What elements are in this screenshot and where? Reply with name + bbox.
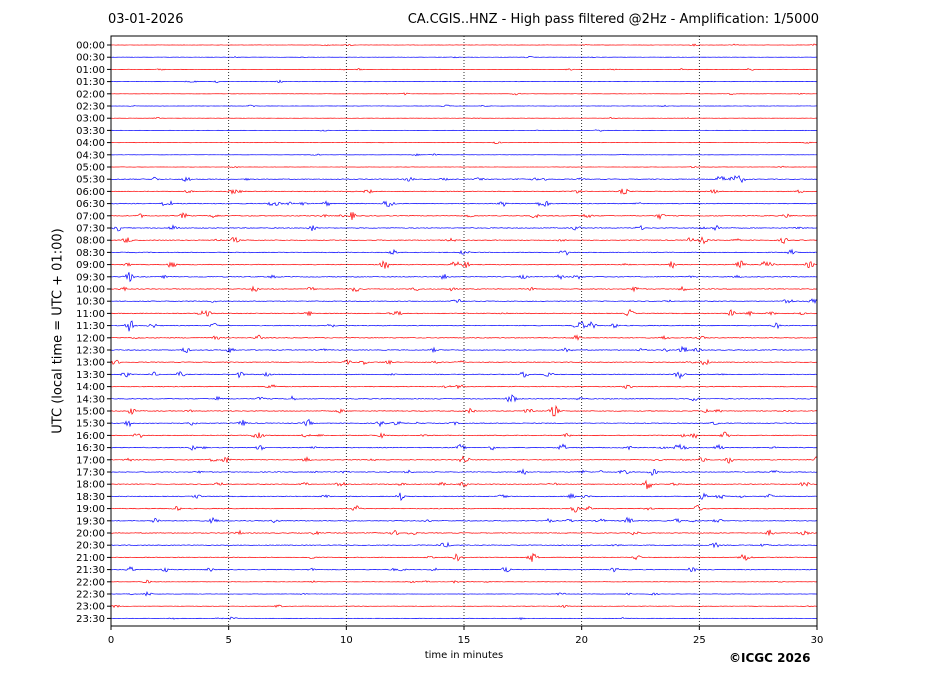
y-tick-label-4: 02:00 <box>76 89 105 100</box>
x-tick-label-10: 10 <box>340 635 353 646</box>
x-axis-ticks: 0 5 10 15 20 25 30 <box>108 626 824 646</box>
y-tick-label-1: 00:30 <box>76 53 105 64</box>
trace-1000 <box>110 285 818 293</box>
trace-2130 <box>110 566 818 573</box>
trace-0300 <box>110 116 818 119</box>
y-tick-label-39: 19:30 <box>76 516 105 527</box>
trace-1330 <box>110 371 818 380</box>
trace-1700 <box>110 455 818 464</box>
y-tick-label-40: 20:00 <box>76 529 105 540</box>
y-tick-label-19: 09:30 <box>76 272 105 283</box>
y-tick-label-27: 13:30 <box>76 370 105 381</box>
trace-0430 <box>110 153 818 157</box>
y-tick-label-16: 08:00 <box>76 236 105 247</box>
x-tick-label-0: 0 <box>108 635 114 646</box>
plot-title: CA.CGIS..HNZ - High pass filtered @2Hz -… <box>407 12 819 27</box>
y-tick-label-29: 14:30 <box>76 394 105 405</box>
y-tick-label-25: 12:30 <box>76 346 105 357</box>
y-tick-label-22: 11:00 <box>76 309 105 320</box>
y-tick-label-36: 18:00 <box>76 480 105 491</box>
y-tick-label-46: 23:00 <box>76 602 105 613</box>
y-tick-label-11: 05:30 <box>76 175 105 186</box>
trace-0500 <box>110 165 818 169</box>
trace-1930 <box>110 516 818 524</box>
y-tick-label-43: 21:30 <box>76 565 105 576</box>
x-axis-label: time in minutes <box>424 650 504 661</box>
y-tick-label-26: 13:00 <box>76 358 105 369</box>
trace-0530 <box>110 175 818 184</box>
y-tick-label-5: 02:30 <box>76 102 105 113</box>
trace-1300 <box>110 358 818 366</box>
y-tick-label-12: 06:00 <box>76 187 105 198</box>
y-tick-label-24: 12:00 <box>76 333 105 344</box>
trace-0330 <box>110 129 818 132</box>
y-tick-label-42: 21:00 <box>76 553 105 564</box>
y-tick-label-33: 16:30 <box>76 443 105 454</box>
trace-1900 <box>110 504 818 513</box>
x-tick-label-20: 20 <box>575 635 588 646</box>
y-tick-label-41: 20:30 <box>76 541 105 552</box>
trace-2000 <box>110 529 818 536</box>
y-tick-label-47: 23:30 <box>76 614 105 625</box>
y-tick-label-28: 14:00 <box>76 382 105 393</box>
y-tick-label-14: 07:00 <box>76 211 105 222</box>
y-tick-label-13: 06:30 <box>76 199 105 210</box>
trace-2030 <box>110 541 818 549</box>
trace-1030 <box>110 298 818 305</box>
trace-0800 <box>110 236 818 245</box>
trace-1200 <box>110 334 818 341</box>
x-tick-label-15: 15 <box>458 635 471 646</box>
y-tick-label-32: 16:00 <box>76 431 105 442</box>
y-tick-label-34: 17:00 <box>76 455 105 466</box>
y-tick-label-21: 10:30 <box>76 297 105 308</box>
y-tick-label-6: 03:00 <box>76 114 105 125</box>
x-tick-label-25: 25 <box>693 635 706 646</box>
x-tick-label-30: 30 <box>811 635 824 646</box>
trace-1430 <box>110 394 818 403</box>
x-tick-label-5: 5 <box>225 635 231 646</box>
trace-1830 <box>110 492 818 502</box>
trace-0630 <box>110 200 818 208</box>
trace-1800 <box>110 479 818 490</box>
plot-date: 03-01-2026 <box>108 12 184 27</box>
y-tick-label-3: 01:30 <box>76 77 105 88</box>
trace-2200 <box>110 579 818 584</box>
trace-1100 <box>110 308 818 317</box>
trace-1130 <box>110 320 818 332</box>
trace-group <box>110 43 818 621</box>
y-tick-label-17: 08:30 <box>76 248 105 259</box>
y-tick-label-38: 19:00 <box>76 504 105 515</box>
trace-2100 <box>110 552 818 562</box>
trace-2230 <box>110 591 818 597</box>
grid-lines <box>228 36 700 626</box>
y-tick-label-2: 01:00 <box>76 65 105 76</box>
y-tick-label-0: 00:00 <box>76 41 105 52</box>
y-tick-label-31: 15:30 <box>76 419 105 430</box>
y-tick-label-35: 17:30 <box>76 468 105 479</box>
y-tick-label-7: 03:30 <box>76 126 105 137</box>
trace-1400 <box>110 384 818 390</box>
y-tick-label-9: 04:30 <box>76 150 105 161</box>
trace-0400 <box>110 141 818 144</box>
trace-0700 <box>110 212 818 220</box>
y-tick-label-30: 15:00 <box>76 407 105 418</box>
y-tick-label-15: 07:30 <box>76 224 105 235</box>
y-tick-label-45: 22:30 <box>76 590 105 601</box>
y-tick-label-23: 11:30 <box>76 321 105 332</box>
y-tick-label-18: 09:00 <box>76 260 105 271</box>
y-tick-label-37: 18:30 <box>76 492 105 503</box>
y-tick-label-10: 05:00 <box>76 163 105 174</box>
y-tick-label-8: 04:00 <box>76 138 105 149</box>
y-tick-label-20: 10:00 <box>76 285 105 296</box>
copyright-notice: ©ICGC 2026 <box>729 651 811 665</box>
y-tick-label-44: 22:00 <box>76 577 105 588</box>
trace-1230 <box>110 345 818 354</box>
trace-0600 <box>110 188 818 195</box>
